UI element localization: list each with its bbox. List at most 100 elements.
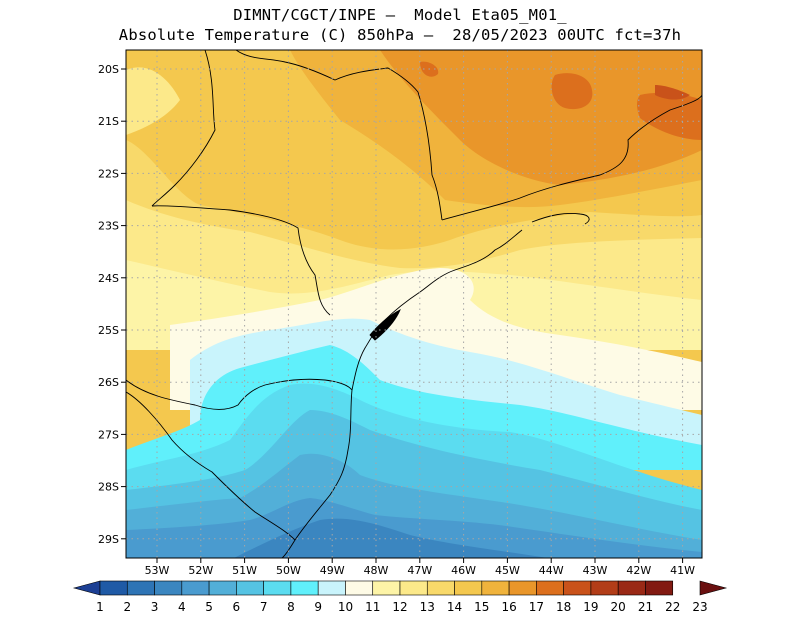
colorbar-swatch	[536, 580, 564, 596]
lat-label: 24S	[98, 272, 119, 285]
colorbar-swatch	[99, 580, 128, 596]
lat-label: 28S	[98, 481, 119, 494]
lat-tick-23s: 23S	[98, 220, 126, 233]
colorbar-label: 19	[583, 600, 598, 614]
colorbar-swatch	[563, 580, 592, 596]
map-title-line-2: Absolute Temperature (C) 850hPa – 28/05/…	[118, 26, 682, 44]
colorbar-label: 23	[692, 600, 707, 614]
colorbar-swatch	[317, 580, 346, 596]
temperature-field	[126, 50, 702, 558]
colorbar-swatch	[126, 580, 155, 596]
lon-label: 48W	[364, 564, 389, 577]
lon-tick-41w: 41W	[670, 558, 695, 577]
colorbar-label: 7	[260, 600, 268, 614]
colorbar-label: 9	[314, 600, 322, 614]
lat-tick-28s: 28S	[98, 481, 126, 494]
lat-lon-grid	[126, 50, 702, 558]
colorbar-label: 3	[151, 600, 159, 614]
colorbar-swatch	[645, 580, 674, 596]
lon-label: 52W	[188, 564, 213, 577]
colorbar-label: 21	[638, 600, 653, 614]
colorbar-label: 4	[178, 600, 186, 614]
colorbar-label: 20	[611, 600, 626, 614]
colorbar-swatch	[72, 580, 101, 596]
lat-label: 29S	[98, 533, 119, 546]
colorbar: 1 2 3 4 5 6 7 8 9 10 11 12 13 14 15 16 17 18 19 20 21 22 23	[72, 580, 728, 614]
lon-label: 53W	[145, 564, 170, 577]
lon-label: 49W	[320, 564, 345, 577]
lon-tick-42w: 42W	[626, 558, 651, 577]
colorbar-label: 13	[420, 600, 435, 614]
colorbar-label: 18	[556, 600, 571, 614]
lon-tick-44w: 44W	[539, 558, 564, 577]
colorbar-swatch	[208, 580, 237, 596]
lat-label: 22S	[98, 167, 119, 180]
colorbar-swatch	[263, 580, 292, 596]
lat-tick-29s: 29S	[98, 533, 126, 546]
colorbar-swatch	[481, 580, 510, 596]
lat-label: 20S	[98, 63, 119, 76]
lon-label: 51W	[232, 564, 257, 577]
lon-tick-45w: 45W	[495, 558, 520, 577]
colorbar-label: 1	[96, 600, 104, 614]
lon-label: 41W	[670, 564, 695, 577]
colorbar-swatch	[699, 580, 728, 596]
lon-tick-43w: 43W	[583, 558, 608, 577]
colorbar-swatch	[508, 580, 537, 596]
lat-label: 21S	[98, 115, 119, 128]
colorbar-swatch	[454, 580, 483, 596]
colorbar-label: 8	[287, 600, 295, 614]
colorbar-label: 6	[233, 600, 241, 614]
colorbar-swatch	[236, 580, 264, 596]
longitude-axis: 53W 52W 51W 50W 49W 48W 47W 46W 45W 44W 43W 42W 41W	[145, 558, 695, 577]
lon-label: 45W	[495, 564, 520, 577]
lon-label: 50W	[276, 564, 301, 577]
colorbar-label: 11	[365, 600, 380, 614]
lon-tick-53w: 53W	[145, 558, 170, 577]
lon-label: 44W	[539, 564, 564, 577]
lon-tick-49w: 49W	[320, 558, 345, 577]
colorbar-swatch	[345, 580, 374, 596]
colorbar-label: 5	[205, 600, 213, 614]
lon-tick-48w: 48W	[364, 558, 389, 577]
colorbar-swatch	[181, 580, 210, 596]
latitude-axis: 20S 21S 22S 23S 24S 25S 26S 27S 28S 29S	[98, 63, 126, 546]
lat-tick-25s: 25S	[98, 324, 126, 337]
lon-tick-52w: 52W	[188, 558, 213, 577]
colorbar-label: 16	[501, 600, 516, 614]
colorbar-label: 15	[474, 600, 489, 614]
lat-label: 27S	[98, 428, 119, 441]
lon-label: 42W	[626, 564, 651, 577]
lat-tick-27s: 27S	[98, 428, 126, 441]
lon-label: 47W	[407, 564, 432, 577]
lat-label: 26S	[98, 376, 119, 389]
colorbar-label: 12	[392, 600, 407, 614]
colorbar-swatch	[617, 580, 646, 596]
map-frame	[125, 49, 703, 559]
lat-tick-20s: 20S	[98, 63, 126, 76]
colorbar-swatch	[426, 580, 455, 596]
colorbar-swatch	[590, 580, 619, 596]
colorbar-label: 14	[447, 600, 462, 614]
lat-tick-21s: 21S	[98, 115, 126, 128]
colorbar-swatch	[372, 580, 401, 596]
colorbar-label: 2	[123, 600, 131, 614]
lat-tick-26s: 26S	[98, 376, 126, 389]
colorbar-swatch	[154, 580, 183, 596]
lon-label: 43W	[583, 564, 608, 577]
lon-tick-47w: 47W	[407, 558, 432, 577]
lon-tick-50w: 50W	[276, 558, 301, 577]
lat-tick-22s: 22S	[98, 167, 126, 180]
colorbar-label: 22	[665, 600, 680, 614]
lat-label: 23S	[98, 220, 119, 233]
lat-tick-24s: 24S	[98, 272, 126, 285]
coastline-borders	[126, 50, 702, 558]
lon-tick-51w: 51W	[232, 558, 257, 577]
map-title-line-1: DIMNT/CGCT/INPE – Model Eta05_M01_	[233, 6, 567, 24]
colorbar-label: 17	[529, 600, 544, 614]
lat-label: 25S	[98, 324, 119, 337]
colorbar-swatch	[290, 580, 319, 596]
lon-tick-46w: 46W	[451, 558, 476, 577]
colorbar-swatch	[399, 580, 428, 596]
